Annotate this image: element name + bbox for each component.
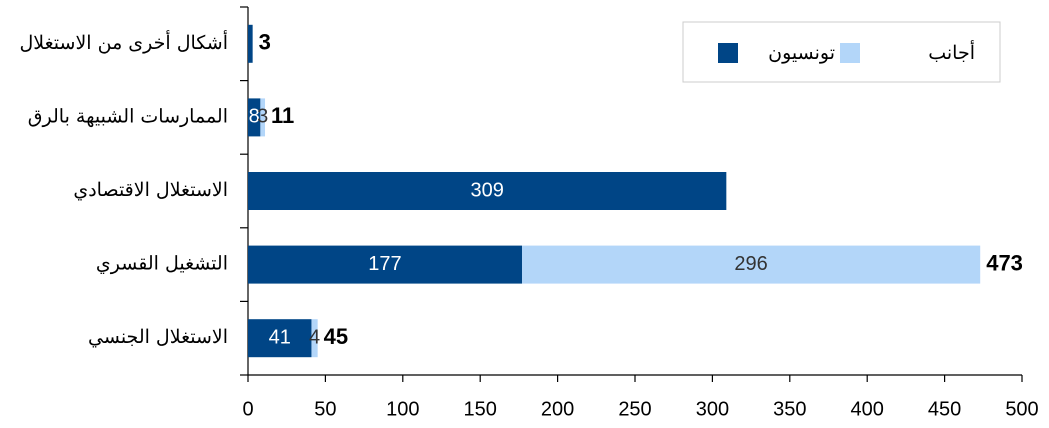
value-label: 4 [309,326,320,348]
category-label: الاستغلال الجنسي [88,326,228,348]
legend-swatch [840,43,860,63]
bar-segment [248,98,261,137]
value-label: 3 [257,106,268,128]
legend-swatch [718,43,738,63]
x-tick-label: 0 [242,398,253,420]
x-tick-label: 350 [773,398,806,420]
total-label: 3 [259,30,271,55]
value-label: 177 [368,253,401,275]
bar-segment [521,245,981,284]
x-tick-label: 150 [464,398,497,420]
value-label: 296 [734,253,767,275]
x-tick-label: 250 [618,398,651,420]
value-label: 41 [269,326,291,348]
total-label: 45 [324,324,348,349]
bar-segment [248,24,253,63]
value-label: 309 [470,179,503,201]
category-label: أشكال أخرى من الاستغلال [20,29,229,54]
bar-segment [311,319,318,358]
category-label: الاستغلال الاقتصادي [73,179,228,201]
category-label: الممارسات الشبيهة بالرق [28,105,228,127]
bar-segment [248,319,312,358]
x-tick-label: 300 [696,398,729,420]
x-tick-label: 50 [314,398,336,420]
legend-label: أجانب [928,39,975,64]
x-tick-label: 500 [1005,398,1038,420]
total-label: 473 [986,250,1023,275]
legend-label: تونسيون [768,42,835,64]
value-label: 8 [249,106,260,128]
x-tick-label: 100 [386,398,419,420]
total-label: 11 [271,103,294,128]
category-label: التشغيل القسري [96,253,228,275]
bar-segment [260,98,266,137]
x-tick-label: 450 [928,398,961,420]
x-tick-label: 400 [851,398,884,420]
x-tick-label: 200 [541,398,574,420]
bar-segment [248,172,727,210]
bar-segment [248,245,522,284]
